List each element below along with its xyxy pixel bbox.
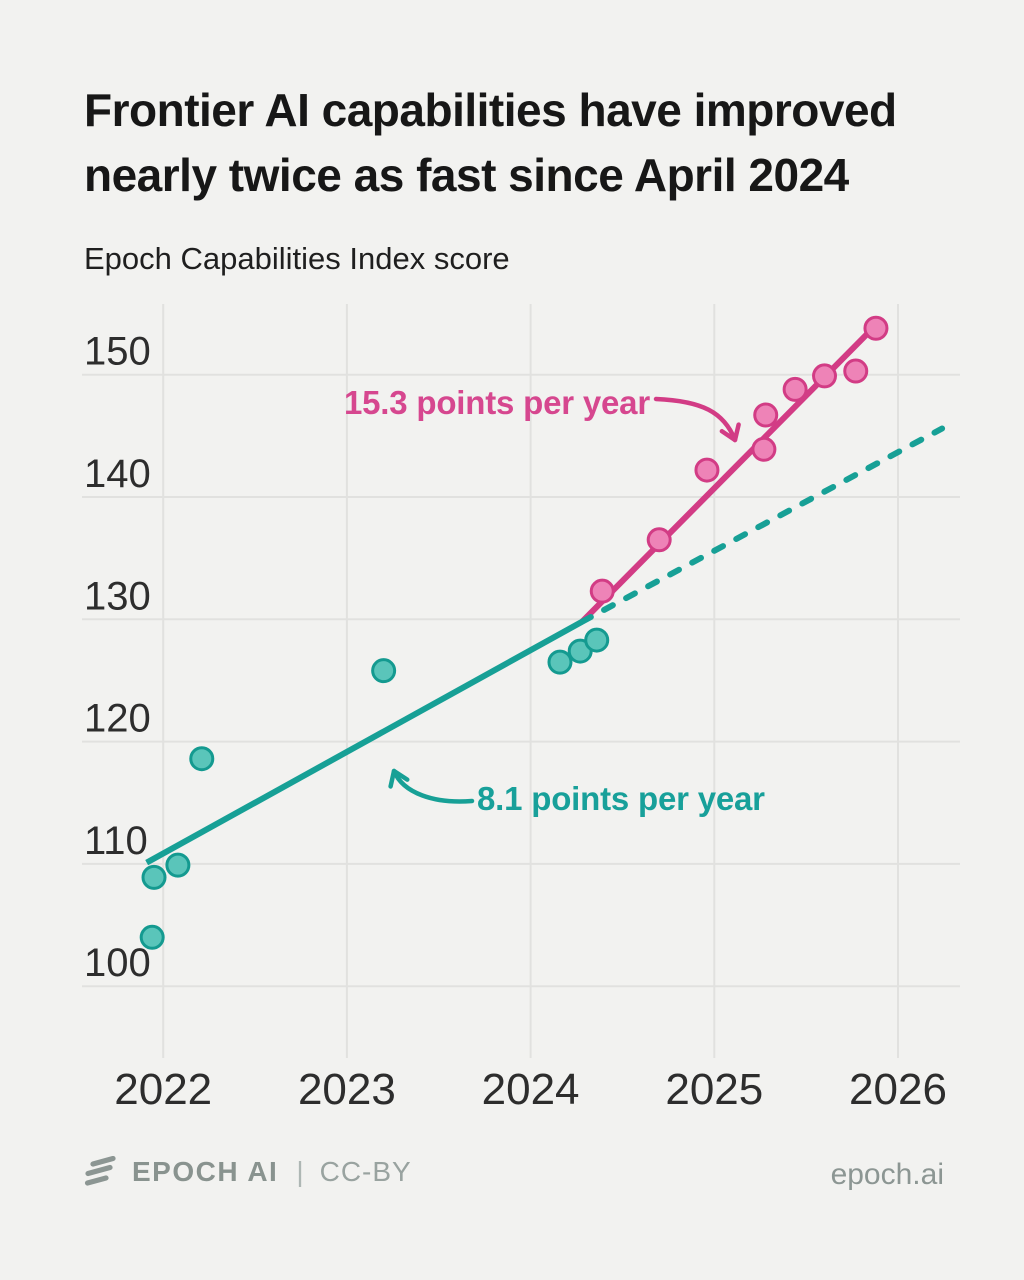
y-tick-label-100: 100 [84, 941, 151, 985]
x-tick-label-2022: 2022 [114, 1065, 212, 1114]
chart-subtitle: Epoch Capabilities Index score [84, 241, 510, 276]
annotation-arrows [388, 396, 741, 804]
data-point-teal [141, 864, 167, 890]
horizontal-gridlines [82, 373, 960, 988]
y-tick-label-120: 120 [84, 697, 151, 741]
data-point-pink [589, 578, 615, 604]
footer-site-link[interactable]: epoch.ai [830, 1158, 944, 1191]
trend-line-2 [579, 425, 946, 625]
data-point-teal [584, 627, 610, 653]
data-points [139, 315, 889, 950]
x-tick-label-2026: 2026 [849, 1065, 947, 1114]
footer-license: CC-BY [319, 1156, 412, 1187]
slow-trend-arrow [388, 768, 475, 804]
y-tick-label-130: 130 [84, 574, 151, 618]
data-point-teal [371, 658, 397, 684]
data-point-pink [694, 457, 720, 483]
chart-title-line2: nearly twice as fast since April 2024 [84, 149, 849, 202]
y-tick-label-140: 140 [84, 452, 151, 496]
epoch-ai-logo-icon [84, 1156, 116, 1186]
chart-title-line1: Frontier AI capabilities have improved [84, 84, 897, 136]
annotation-slow-trend: 8.1 points per year [477, 780, 765, 817]
x-axis-tick-labels: 2022 2023 2024 2025 2026 [114, 1065, 947, 1114]
data-point-pink [782, 376, 808, 402]
trend-line-0 [145, 619, 584, 866]
data-point-pink [812, 363, 838, 389]
data-point-pink [843, 358, 869, 384]
y-axis-tick-labels: 100 110 120 130 140 150 [84, 330, 151, 986]
data-point-pink [863, 315, 889, 341]
data-point-pink [646, 527, 672, 553]
footer: EPOCH AI | CC-BY epoch.ai [0, 1150, 1024, 1210]
data-point-pink [753, 402, 779, 428]
footer-brand-block: EPOCH AI | CC-BY [82, 1156, 412, 1188]
footer-divider: | [296, 1156, 304, 1187]
annotation-fast-trend: 15.3 points per year [344, 384, 650, 421]
x-tick-label-2025: 2025 [665, 1065, 763, 1114]
fast-trend-arrow [653, 396, 741, 443]
data-point-teal [139, 924, 165, 950]
data-point-teal [165, 852, 191, 878]
data-point-teal [547, 649, 573, 675]
data-point-teal [189, 746, 215, 772]
x-tick-label-2023: 2023 [298, 1065, 396, 1114]
y-tick-label-110: 110 [84, 819, 148, 863]
footer-brand-name: EPOCH AI [132, 1156, 279, 1187]
x-tick-label-2024: 2024 [482, 1065, 580, 1114]
y-tick-label-150: 150 [84, 330, 151, 374]
chart-title: Frontier AI capabilities have improved ne… [84, 78, 964, 209]
data-point-pink [751, 436, 777, 462]
